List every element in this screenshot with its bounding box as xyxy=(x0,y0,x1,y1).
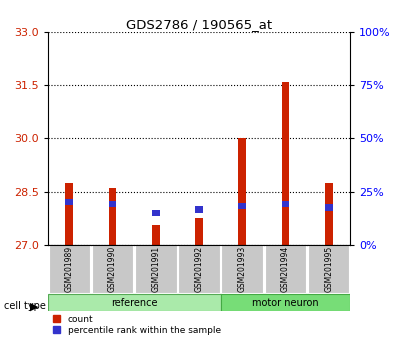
Bar xyxy=(308,245,349,293)
Text: motor neuron: motor neuron xyxy=(252,298,319,308)
Text: cell type: cell type xyxy=(4,301,46,311)
Bar xyxy=(325,183,332,245)
Bar xyxy=(48,294,220,312)
Bar xyxy=(135,245,177,293)
Title: GDS2786 / 190565_at: GDS2786 / 190565_at xyxy=(126,18,272,31)
Text: GSM201991: GSM201991 xyxy=(151,246,160,292)
Text: GSM201989: GSM201989 xyxy=(65,246,74,292)
Text: GSM201994: GSM201994 xyxy=(281,246,290,292)
Bar xyxy=(66,199,73,205)
Bar xyxy=(152,225,160,245)
Bar xyxy=(49,245,90,293)
Text: ▶: ▶ xyxy=(30,302,38,312)
Text: reference: reference xyxy=(111,298,158,308)
Bar xyxy=(220,294,350,312)
Bar xyxy=(281,81,289,245)
Bar xyxy=(238,138,246,245)
Bar xyxy=(92,245,133,293)
Bar xyxy=(221,245,263,293)
Bar xyxy=(238,202,246,209)
Bar xyxy=(265,245,306,293)
Bar xyxy=(195,206,203,212)
Bar xyxy=(66,183,73,245)
Bar xyxy=(178,245,220,293)
Bar xyxy=(109,188,117,245)
Bar xyxy=(109,201,117,207)
Bar xyxy=(325,204,332,211)
Text: GSM201995: GSM201995 xyxy=(324,246,333,292)
Text: GSM201992: GSM201992 xyxy=(195,246,203,292)
Legend: count, percentile rank within the sample: count, percentile rank within the sample xyxy=(52,314,222,336)
Text: GSM201993: GSM201993 xyxy=(238,246,247,292)
Bar xyxy=(152,210,160,216)
Text: GSM201990: GSM201990 xyxy=(108,246,117,292)
Bar xyxy=(195,218,203,245)
Bar xyxy=(281,201,289,207)
